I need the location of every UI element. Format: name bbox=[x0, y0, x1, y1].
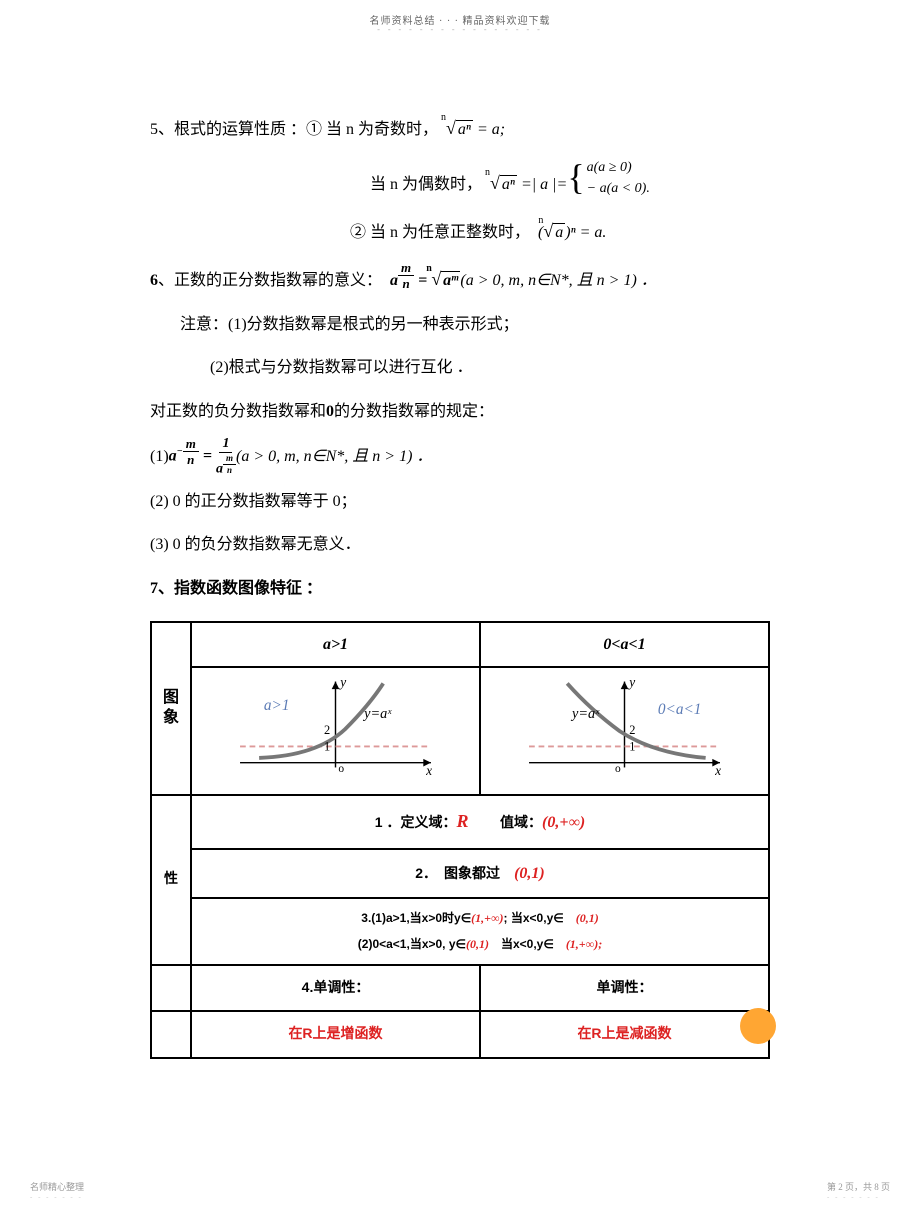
svg-text:y: y bbox=[338, 674, 346, 689]
graph1-svg: a>1 y x y=aˣ 2 1 o bbox=[196, 672, 475, 777]
prop3-cell: 3.(1)a>1,当x>0时y∈(1,+∞); 当x<0,y∈ (0,1) (2… bbox=[191, 898, 769, 965]
header-title: 名师资料总结 · · · 精品资料欢迎下载 bbox=[0, 0, 920, 27]
svg-text:y: y bbox=[627, 674, 635, 689]
footer-right: 第 2 页，共 8 页 - - - - - - - bbox=[827, 1180, 890, 1201]
svg-text:y=aˣ: y=aˣ bbox=[570, 706, 600, 722]
svg-text:2: 2 bbox=[629, 723, 635, 737]
col2-head: 0<a<1 bbox=[480, 622, 769, 667]
row-label-prop: 性 bbox=[151, 795, 191, 965]
orange-dot-icon bbox=[740, 1008, 776, 1044]
sec5-line1: 5、根式的运算性质 ：① 当 n 为奇数时， n√aⁿ = a; bbox=[150, 109, 770, 149]
exp-function-table: 图象 a>1 0<a<1 a>1 y x y=aˣ 2 1 bbox=[150, 621, 770, 1060]
sec6-note-label: 注意：(1)分数指数幂是根式的另一种表示形式； bbox=[150, 307, 770, 342]
sec6-neg3: (3) 0 的负分数指数幂无意义． bbox=[150, 527, 770, 562]
graph1-cell: a>1 y x y=aˣ 2 1 o bbox=[191, 667, 480, 795]
prop-row-4: 4.单调性： 单调性： bbox=[151, 965, 769, 1012]
svg-text:x: x bbox=[425, 763, 432, 777]
svg-text:1: 1 bbox=[324, 739, 330, 753]
sec6-note2: (2)根式与分数指数幂可以进行互化 ． bbox=[150, 350, 770, 385]
sec6-line1: 6、正数的正分数指数幂的意义： amn = n√aᵐ (a > 0, m, n∈… bbox=[150, 260, 770, 300]
footer-left: 名师精心整理 - - - - - - - bbox=[30, 1180, 84, 1201]
svg-text:x: x bbox=[714, 763, 721, 777]
svg-text:2: 2 bbox=[324, 723, 330, 737]
prop-row-2: 2． 图象都过 (0,1) bbox=[151, 849, 769, 898]
prop2-cell: 2． 图象都过 (0,1) bbox=[191, 849, 769, 898]
main-content: 5、根式的运算性质 ：① 当 n 为奇数时， n√aⁿ = a; 当 n 为偶数… bbox=[0, 34, 920, 1059]
prop1-cell: 1 ．定义域：R 值域：(0,+∞) bbox=[191, 795, 769, 849]
prop4-right: 单调性： bbox=[480, 965, 769, 1012]
sec6-neg2: (2) 0 的正分数指数幂等于 0； bbox=[150, 484, 770, 519]
graph2-svg: 0<a<1 y x y=aˣ 2 1 o bbox=[485, 672, 764, 777]
svg-text:y=aˣ: y=aˣ bbox=[362, 706, 392, 722]
prop-row-1: 性 1 ．定义域：R 值域：(0,+∞) bbox=[151, 795, 769, 849]
svg-text:1: 1 bbox=[629, 739, 635, 753]
sec6-neg-intro: 对正数的负分数指数幂和 0 的分数指数幂的规定： bbox=[150, 394, 770, 429]
sec5-line2: 当 n 为偶数时， n√aⁿ =| a |= { a(a ≥ 0) − a(a … bbox=[150, 157, 770, 204]
header-dots: - - - - - - - - - - - - - - - - bbox=[0, 25, 920, 34]
svg-text:o: o bbox=[615, 763, 621, 775]
prop4-left: 4.单调性： bbox=[191, 965, 480, 1012]
svg-text:a>1: a>1 bbox=[264, 697, 290, 714]
graph2-cell: 0<a<1 y x y=aˣ 2 1 o bbox=[480, 667, 769, 795]
sec7-line1: 7、指数函数图像特征 ： bbox=[150, 571, 770, 606]
prop5-right: 在R上是减函数 bbox=[480, 1011, 769, 1058]
sec6-neg1: (1) a−mn = 1 amn (a > 0, m, n∈N*, 且 n > … bbox=[150, 437, 770, 476]
sec5-line3: ② 当 n 为任意正整数时， (n√a)ⁿ = a. bbox=[150, 212, 770, 252]
table-head-row: 图象 a>1 0<a<1 bbox=[151, 622, 769, 667]
prop5-left: 在R上是增函数 bbox=[191, 1011, 480, 1058]
svg-text:0<a<1: 0<a<1 bbox=[658, 701, 702, 718]
col1-head: a>1 bbox=[191, 622, 480, 667]
row-label-graph: 图象 bbox=[151, 622, 191, 795]
svg-text:o: o bbox=[338, 763, 344, 775]
table-graph-row: a>1 y x y=aˣ 2 1 o 0<a<1 bbox=[151, 667, 769, 795]
prop-row-3: 3.(1)a>1,当x>0时y∈(1,+∞); 当x<0,y∈ (0,1) (2… bbox=[151, 898, 769, 965]
prop-row-5: 在R上是增函数 在R上是减函数 bbox=[151, 1011, 769, 1058]
